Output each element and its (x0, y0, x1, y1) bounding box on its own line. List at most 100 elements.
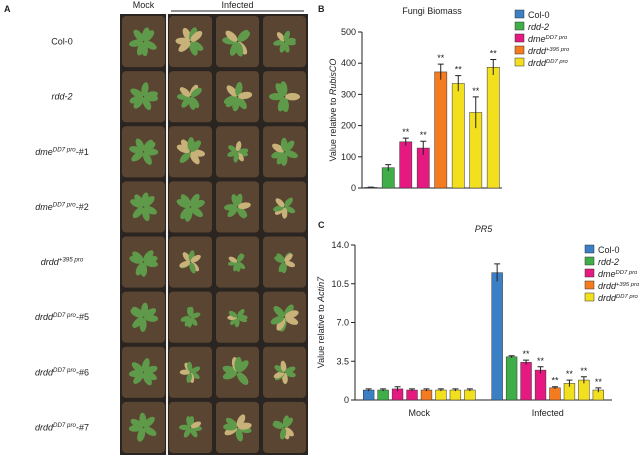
label-sup: DD7 pro (53, 422, 76, 429)
leaf (236, 207, 246, 219)
leaf (180, 316, 191, 322)
error-bar (402, 137, 409, 146)
leaf (179, 260, 191, 268)
leaf (132, 251, 144, 263)
pot (169, 346, 212, 398)
leaf (189, 193, 200, 207)
leaf (280, 360, 287, 372)
leaf (284, 253, 293, 263)
leaf (238, 422, 252, 430)
chart-title: PR5 (475, 224, 494, 234)
leaf (275, 198, 285, 208)
leaf (144, 255, 158, 264)
error-bar (566, 379, 573, 387)
bar (534, 369, 547, 401)
label-sup: +395 pro (59, 257, 84, 264)
significance: ** (595, 377, 603, 387)
leaf (223, 95, 238, 105)
label: rdd-2 (598, 257, 619, 267)
pot (169, 16, 212, 68)
leaf (284, 417, 293, 428)
label-sup: DD7 pro (53, 202, 76, 209)
leaf (143, 40, 157, 50)
bar (435, 389, 447, 401)
label: drdd+395 pro (528, 46, 570, 56)
leaf (230, 317, 238, 326)
leaf (190, 206, 203, 218)
legend-swatch (514, 9, 525, 19)
leaf (276, 253, 285, 263)
leaf (284, 206, 296, 214)
bar (449, 389, 462, 401)
leaf (132, 206, 144, 219)
significance: ** (580, 366, 588, 376)
y-tick-label: 3.5 (336, 356, 349, 366)
significance: ** (490, 48, 498, 58)
significance: ** (437, 53, 445, 63)
label-name: dme (35, 202, 53, 212)
leaf (179, 87, 191, 97)
leaf (227, 150, 238, 157)
leaf (284, 366, 296, 374)
leaf (225, 417, 238, 428)
leaf (235, 82, 243, 97)
leaf (279, 427, 287, 440)
leaf (237, 261, 246, 270)
pot (122, 181, 165, 233)
leaf (133, 29, 144, 42)
leaf (143, 426, 157, 436)
pot (263, 401, 306, 453)
legend-swatch (584, 280, 595, 290)
leaf (229, 42, 239, 56)
label-name: drdd (35, 367, 54, 377)
leaf (143, 196, 155, 208)
error-bar (367, 186, 374, 188)
pot (263, 346, 306, 398)
legend-swatch (514, 57, 525, 67)
label-name: dme (35, 147, 53, 157)
significance: ** (523, 349, 531, 359)
pot (122, 236, 165, 288)
label-name: rdd-2 (528, 22, 549, 32)
label-sup: DD7 pro (53, 146, 76, 153)
leaf (142, 152, 152, 165)
label-name: drdd (528, 46, 547, 56)
bar (406, 389, 418, 401)
y-tick-label: 0 (344, 395, 349, 405)
panel-letter: C (318, 220, 325, 230)
y-axis-label-italic: Actin7 (316, 276, 326, 303)
pot (122, 401, 165, 453)
leaf (178, 424, 190, 431)
leaf (180, 207, 191, 220)
significance: ** (402, 127, 410, 137)
leaf (141, 82, 149, 97)
pot (216, 16, 259, 68)
leaf (273, 205, 285, 212)
label: Col-0 (528, 10, 550, 20)
label-name: drdd (598, 281, 617, 291)
error-bar (452, 388, 459, 392)
label-name: drdd (598, 293, 617, 303)
leaf (224, 204, 237, 211)
label-sup: DD7 pro (53, 367, 76, 374)
pot (169, 181, 212, 233)
error-bar (423, 388, 430, 392)
leaf (132, 306, 144, 318)
leaf (270, 315, 284, 325)
leaf (279, 81, 288, 96)
label-name: drdd (35, 422, 54, 432)
leaf (188, 306, 194, 317)
pot (263, 236, 306, 288)
label-name: rdd-2 (51, 92, 72, 102)
leaf (225, 30, 238, 42)
leaf (274, 365, 285, 373)
bar (486, 67, 500, 189)
error-bar (508, 355, 515, 358)
leaf (285, 150, 298, 159)
leaf (130, 88, 144, 98)
leaf (237, 309, 245, 318)
leaf (238, 202, 251, 210)
leaf (276, 32, 285, 42)
bar (505, 356, 518, 401)
significance: ** (551, 376, 559, 386)
